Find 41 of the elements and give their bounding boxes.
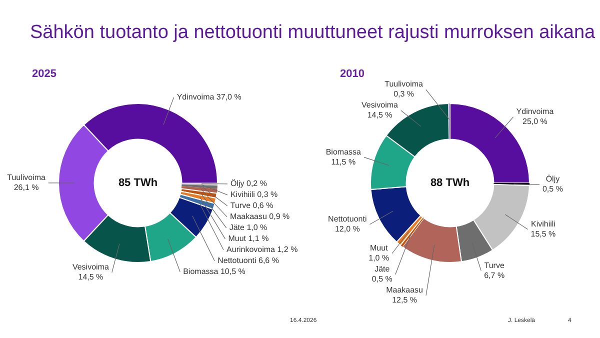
slice-label: Muut [370,244,389,253]
text: Sähkön tuotanto ja nettotuonti muuttuneet rajusti murroksen aikana [30,22,596,44]
data-label: 11,5 % [331,157,356,166]
text: 88 TWh [430,177,470,190]
slice-label: Nettotuonti 6,6 % [218,256,279,266]
slice-label: Nettotuonti [328,214,367,224]
slice-label: Biomassa 10,5 % [183,267,246,276]
data-label: 12,5 % [392,296,417,305]
slice-label: Biomassa [326,147,362,156]
slice-label: Öljy 0,2 % [230,179,267,188]
slice-label: Jäte 1,0 % [229,223,268,232]
slice-label: Kivihiili 0,3 % [230,190,278,200]
slice-label: Vesivoima [72,262,110,272]
slice-label: Tuulivoima [7,173,46,182]
data-label: 25,0 % [522,117,548,126]
slice-label: Muut 1,1 % [228,234,269,244]
slice-label: Aurinkovoima 1,2 % [226,245,298,254]
slice-label: Öljy [546,174,560,184]
data-label: 0,5 % [542,184,563,194]
slice-label: Turve [484,260,505,270]
data-label: 26,1 % [14,183,39,192]
slice-label: Kivihiili [530,220,556,229]
slice-label: Ydinvoima 37,0 % [176,92,242,102]
data-label: 6,7 % [484,270,505,280]
data-label: 14,5 % [367,110,392,120]
slice-label: Jäte [374,264,390,274]
chart-title: 2010 [340,68,364,80]
slice-label: Tuulivoima [384,80,424,89]
data-label: 1,0 % [368,254,390,263]
slice-label: Maakaasu [386,286,424,295]
slice-label: Vesivoima [362,100,399,110]
slice-label: Maakaasu 0,9 % [230,212,290,222]
slice-label: Turve 0,6 % [230,201,274,210]
data-label: 14,5 % [78,272,104,282]
data-label: 0,3 % [394,90,414,99]
data-label: 15,5 % [530,230,556,239]
data-label: 12,0 % [334,224,360,234]
data-label: 0,5 % [372,274,392,284]
text: 85 TWh [118,177,158,190]
chart-title: 2025 [32,68,56,80]
slice-label: Ydinvoima [516,107,554,116]
